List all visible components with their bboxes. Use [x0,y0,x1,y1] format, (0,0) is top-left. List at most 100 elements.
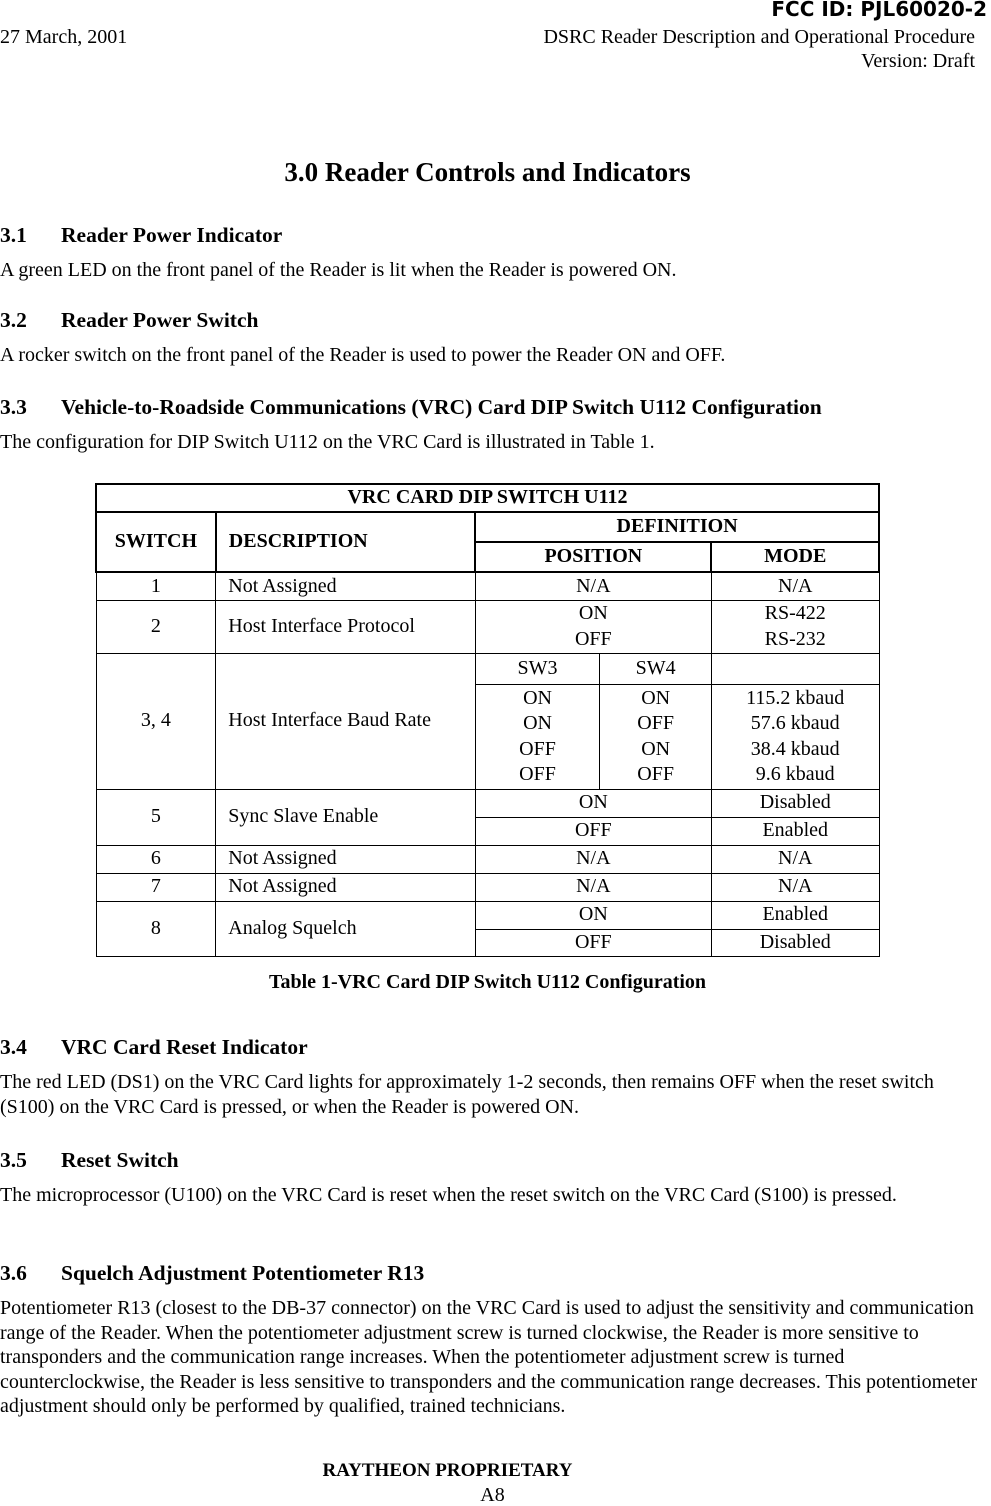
section-heading: 3.1 Reader Power Indicator [0,223,282,248]
text: Disabled [710,928,880,957]
table-row: 1 Not Assigned N/A N/A [95,571,880,601]
text: 3.3 [0,395,27,419]
text: 38.4 kbaud [750,737,840,760]
text: 3.5 [0,1148,27,1172]
header-version: Version: Draft [861,50,975,72]
text: OFF [519,763,556,785]
table-row: 6 Not Assigned N/A N/A [95,844,880,874]
text: OFF [637,712,674,734]
header-date: 27 March, 2001 [0,26,128,48]
header-doc-title: DSRC Reader Description and Operational … [543,26,975,48]
text: Host Interface Protocol [215,599,476,654]
text: 2 [95,599,217,654]
text: Analog Squelch [215,900,476,957]
footer-proprietary: RAYTHEON PROPRIETARY [322,1460,573,1481]
page-number: A8 [480,1484,505,1506]
text: OFF [637,763,674,785]
table-row: 3, 4 Host Interface Baud Rate SW3 SW4 [95,652,880,790]
text: Not Assigned [215,571,476,601]
section-heading: 3.5 Reset Switch [0,1148,179,1173]
text: Host Interface Baud Rate [215,652,476,790]
text: ON [474,900,712,930]
text: Reader Power Indicator [61,223,283,247]
text: N/A [474,872,712,902]
text: ON [641,686,671,709]
text: 7 [95,872,217,902]
text: SW4 [599,652,712,685]
text: ON [474,788,712,818]
text: N/A [474,844,712,874]
text: N/A [710,844,880,874]
section-body: The red LED (DS1) on the VRC Card lights… [0,1071,934,1118]
dip-switch-table: VRC CARD DIP SWITCH U112 SWITCH DESCRIPTI… [95,483,880,957]
text: OFF [474,816,712,846]
cell-position: ON OFF [474,599,712,654]
text: OFF [519,737,556,760]
fcc-id: FCC ID: PJL60020-2 [771,0,987,21]
text: 115.2 kbaud [746,686,845,709]
section-body: The microprocessor (U100) on the VRC Car… [0,1184,897,1206]
text: 3.6 [0,1261,27,1285]
text: Sync Slave Enable [215,788,476,846]
text: Not Assigned [215,844,476,874]
text: Not Assigned [215,872,476,902]
text: Enabled [710,816,880,846]
table-caption: Table 1-VRC Card DIP Switch U112 Configu… [268,971,707,993]
text: 8 [95,900,217,957]
text: 5 [95,788,217,846]
table-row: 2 Host Interface Protocol ON OFF RS-422 RS-23… [95,599,880,654]
text: ON [523,712,552,734]
text: 6 [95,844,217,874]
cell-mode: RS-422 RS-232 [710,599,880,654]
text: Vehicle-to-Roadside Communications (VRC)… [61,395,822,419]
text: 3.4 [0,1035,27,1059]
text: RS-422 [764,602,826,624]
header-description: DESCRIPTION [214,511,477,573]
table-row: 8 Analog Squelch ON Enabled [95,900,880,957]
section-heading: 3.2 Reader Power Switch [0,308,258,333]
chapter-title: 3.0 Reader Controls and Indicators [284,157,691,187]
text: 9.6 kbaud [755,763,835,785]
section-body: Potentiometer R13 (closest to the DB-37 … [0,1297,978,1417]
text: 3.2 [0,308,27,332]
text: 57.6 kbaud [750,712,840,734]
cell-mode: 115.2 kbaud 57.6 kbaud 38.4 kbaud 9.6 kbaud [710,683,880,790]
section-heading: 3.6 Squelch Adjustment Potentiometer R13 [0,1261,424,1286]
header-switch: SWITCH [95,511,217,573]
header-definition: DEFINITION [474,511,880,543]
text: Reader Power Switch [61,308,259,332]
text: 3, 4 [95,652,217,790]
text: Reset Switch [61,1148,179,1172]
table-row: OFF Disabled [96,928,880,957]
section-heading: 3.3 Vehicle-to-Roadside Communications (V… [0,395,822,420]
text: ON [578,602,608,624]
table-row: OFF Enabled [96,816,880,846]
section-heading: 3.4 VRC Card Reset Indicator [0,1035,308,1060]
text: RS-232 [764,627,826,650]
text: Squelch Adjustment Potentiometer R13 [61,1261,425,1285]
text: Disabled [710,788,880,818]
section-body: The configuration for DIP Switch U112 on… [0,431,655,453]
header-mode: MODE [710,541,880,573]
text: N/A [474,571,712,601]
section-body: A rocker switch on the front panel of th… [0,344,726,366]
text: 1 [95,571,217,601]
text: OFF [474,928,712,957]
text: 3.1 [0,223,27,247]
text: ON [641,737,671,760]
cell-sw4: ON OFF ON OFF [599,683,712,790]
table-title: VRC CARD DIP SWITCH U112 [95,483,880,513]
text: SW3 [474,652,601,685]
text: ON [523,686,552,709]
text: OFF [574,627,612,650]
header-position: POSITION [474,541,713,573]
table-row: 5 Sync Slave Enable ON Disabled [95,788,880,846]
section-body: A green LED on the front panel of the Re… [0,259,677,281]
text: Enabled [710,900,880,930]
table-row: 7 Not Assigned N/A N/A [95,872,880,902]
text: N/A [710,872,880,902]
cell-sw3: ON ON OFF OFF [474,683,601,790]
text: N/A [710,571,880,601]
text: VRC Card Reset Indicator [61,1035,308,1059]
